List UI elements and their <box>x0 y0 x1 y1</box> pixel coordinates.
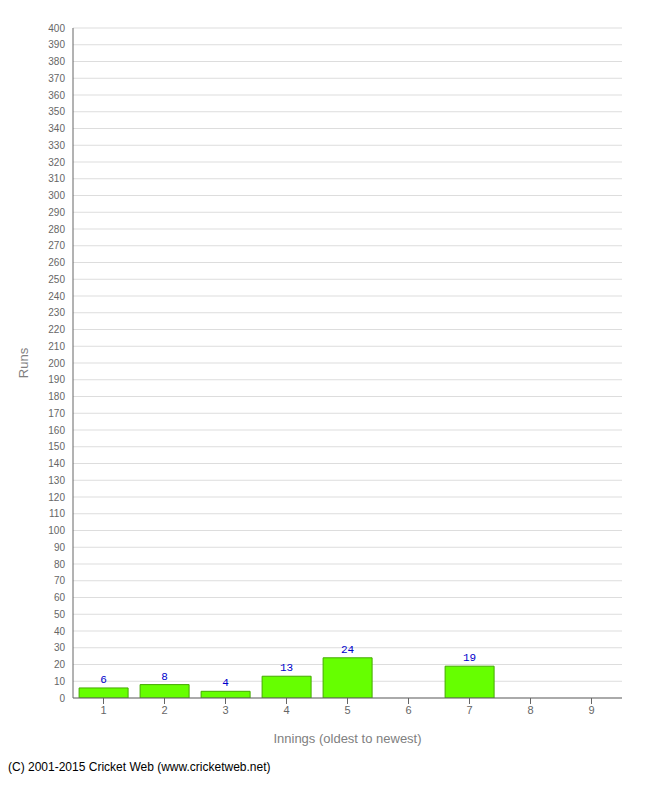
svg-text:310: 310 <box>48 173 65 184</box>
svg-text:140: 140 <box>48 458 65 469</box>
svg-text:200: 200 <box>48 358 65 369</box>
svg-text:50: 50 <box>54 609 66 620</box>
svg-text:230: 230 <box>48 307 65 318</box>
svg-text:70: 70 <box>54 575 66 586</box>
svg-text:270: 270 <box>48 240 65 251</box>
svg-text:250: 250 <box>48 274 65 285</box>
svg-text:360: 360 <box>48 90 65 101</box>
svg-text:210: 210 <box>48 341 65 352</box>
svg-text:Innings (oldest to newest): Innings (oldest to newest) <box>273 731 421 746</box>
svg-text:330: 330 <box>48 140 65 151</box>
svg-text:290: 290 <box>48 207 65 218</box>
svg-text:170: 170 <box>48 408 65 419</box>
svg-text:4: 4 <box>222 677 229 689</box>
svg-text:100: 100 <box>48 525 65 536</box>
svg-text:6: 6 <box>405 704 411 716</box>
svg-text:80: 80 <box>54 559 66 570</box>
svg-text:110: 110 <box>49 508 65 519</box>
svg-text:40: 40 <box>54 626 66 637</box>
svg-text:340: 340 <box>48 123 65 134</box>
svg-text:190: 190 <box>48 374 65 385</box>
svg-text:Runs: Runs <box>16 347 31 378</box>
svg-text:5: 5 <box>344 704 350 716</box>
svg-text:160: 160 <box>48 425 65 436</box>
svg-text:0: 0 <box>59 693 65 704</box>
svg-text:7: 7 <box>466 704 472 716</box>
svg-text:6: 6 <box>100 674 107 686</box>
svg-text:8: 8 <box>161 671 168 683</box>
svg-text:380: 380 <box>48 56 65 67</box>
svg-text:320: 320 <box>48 157 65 168</box>
svg-text:4: 4 <box>283 704 289 716</box>
svg-text:370: 370 <box>48 73 65 84</box>
svg-text:60: 60 <box>54 592 66 603</box>
svg-text:90: 90 <box>54 542 66 553</box>
svg-text:13: 13 <box>280 662 293 674</box>
svg-text:19: 19 <box>463 652 476 664</box>
svg-text:260: 260 <box>48 257 65 268</box>
svg-text:240: 240 <box>48 291 65 302</box>
svg-text:8: 8 <box>527 704 533 716</box>
svg-text:350: 350 <box>48 106 65 117</box>
svg-text:3: 3 <box>222 704 228 716</box>
svg-text:1: 1 <box>100 704 106 716</box>
svg-text:2: 2 <box>161 704 167 716</box>
svg-text:390: 390 <box>48 39 65 50</box>
svg-text:24: 24 <box>341 644 355 656</box>
svg-text:400: 400 <box>48 23 65 34</box>
svg-text:120: 120 <box>48 492 65 503</box>
svg-text:130: 130 <box>48 475 65 486</box>
html-text:(C) 2001-2015 Cricket Web (www: (C) 2001-2015 Cricket Web (www.cricketwe… <box>8 760 271 774</box>
svg-text:9: 9 <box>588 704 594 716</box>
svg-text:280: 280 <box>48 224 65 235</box>
svg-text:30: 30 <box>54 642 66 653</box>
svg-text:150: 150 <box>48 441 65 452</box>
svg-text:300: 300 <box>48 190 65 201</box>
svg-text:10: 10 <box>54 676 66 687</box>
svg-text:20: 20 <box>54 659 66 670</box>
svg-text:180: 180 <box>48 391 65 402</box>
svg-text:220: 220 <box>48 324 65 335</box>
